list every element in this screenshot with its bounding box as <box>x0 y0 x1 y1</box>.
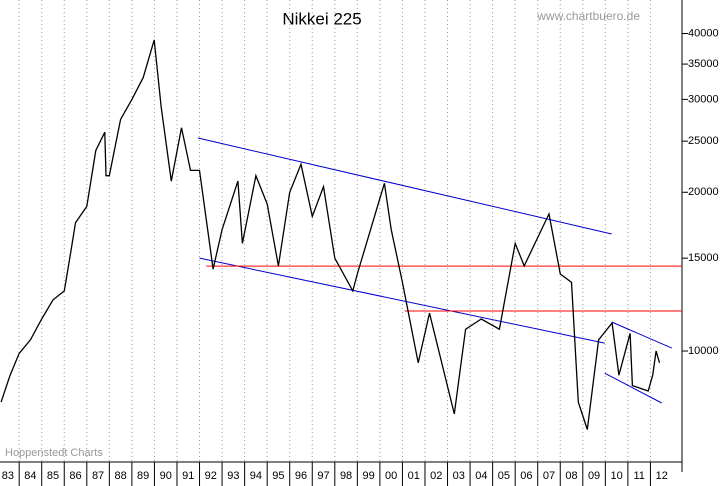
x-tick-label: 94 <box>250 470 262 482</box>
price-line <box>0 39 661 430</box>
x-tick-label: 11 <box>633 470 644 482</box>
x-tick-label: 86 <box>69 470 81 482</box>
y-tick-label: 25000 <box>688 135 719 147</box>
x-tick-label: 09 <box>588 470 600 482</box>
x-tick-label: 95 <box>272 470 284 482</box>
x-tick-label: 03 <box>453 470 465 482</box>
y-tick-label: 30000 <box>688 93 719 105</box>
x-tick-label: 01 <box>408 470 420 482</box>
y-tick-label: 10000 <box>688 345 719 357</box>
y-tick-label: 40000 <box>688 27 719 39</box>
x-tick-label: 12 <box>656 470 668 482</box>
x-tick-label: 92 <box>205 470 217 482</box>
x-tick-label: 08 <box>565 470 577 482</box>
credit: Hoppenstedt Charts <box>5 447 103 459</box>
y-tick-label: 15000 <box>688 252 719 264</box>
trend-line <box>199 257 605 344</box>
trend-line <box>611 321 673 349</box>
x-tick-label: 85 <box>47 470 59 482</box>
x-tick-label: 93 <box>227 470 239 482</box>
x-tick-label: 91 <box>182 470 194 482</box>
x-tick-label: 87 <box>92 470 104 482</box>
trend-line <box>604 372 662 404</box>
x-tick-label: 88 <box>114 470 126 482</box>
x-tick-label: 99 <box>362 470 374 482</box>
x-tick-label: 02 <box>430 470 442 482</box>
x-tick-label: 05 <box>498 470 510 482</box>
x-tick-label: 89 <box>137 470 149 482</box>
x-tick-label: 07 <box>543 470 555 482</box>
x-tick-label: 06 <box>520 470 532 482</box>
x-tick-label: 84 <box>24 470 36 482</box>
x-tick-label: 83 <box>2 470 14 482</box>
source: www.chartbuero.de <box>536 9 640 23</box>
y-tick-label: 35000 <box>688 58 719 70</box>
x-tick-label: 96 <box>295 470 307 482</box>
x-tick-label: 98 <box>340 470 352 482</box>
x-tick-label: 90 <box>160 470 172 482</box>
trend-line <box>197 137 612 235</box>
x-tick-label: 97 <box>317 470 329 482</box>
y-tick-label: 20000 <box>688 186 719 198</box>
x-tick-label: 00 <box>385 470 397 482</box>
x-tick-label: 10 <box>610 470 622 482</box>
chart-title: Nikkei 225 <box>282 9 361 28</box>
x-tick-label: 04 <box>475 470 487 482</box>
